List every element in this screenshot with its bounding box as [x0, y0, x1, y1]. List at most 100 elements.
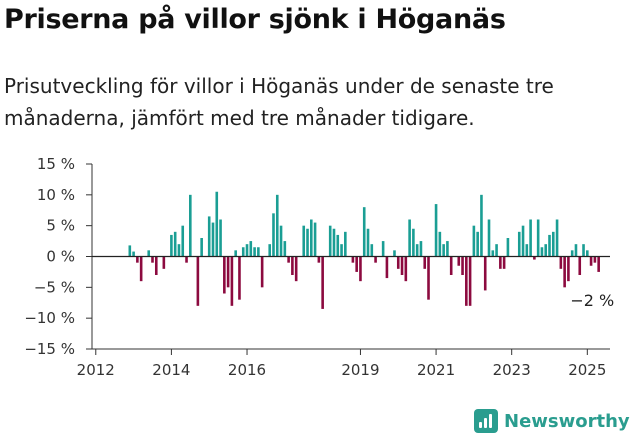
bar — [525, 244, 529, 257]
bar — [517, 231, 521, 257]
bar — [555, 219, 559, 257]
last-value-annotation: −2 % — [570, 291, 614, 310]
y-tick-label: −5 % — [34, 278, 75, 296]
bar — [476, 231, 479, 257]
bar — [465, 256, 468, 306]
y-tick-label: 10 % — [37, 186, 75, 204]
bar — [400, 256, 404, 275]
bar — [499, 256, 502, 269]
bar — [200, 238, 203, 257]
y-tick-label: 15 % — [37, 155, 75, 173]
x-tick-label: 2012 — [77, 361, 115, 379]
bar — [408, 219, 411, 257]
bar — [291, 256, 294, 275]
x-tick-label: 2014 — [152, 361, 190, 379]
bar — [396, 256, 400, 269]
bar — [177, 244, 181, 257]
bar — [332, 228, 336, 257]
bar — [128, 245, 132, 257]
bar — [419, 241, 423, 257]
bar — [223, 256, 226, 294]
bar — [219, 219, 222, 257]
bar — [393, 250, 396, 257]
bar — [215, 191, 219, 257]
bar — [529, 219, 532, 257]
x-tick-label: 2025 — [568, 361, 606, 379]
bar — [586, 250, 589, 257]
bar — [294, 256, 298, 282]
bar — [275, 194, 279, 257]
bar — [344, 231, 347, 257]
bar — [404, 256, 408, 282]
bar — [268, 244, 272, 257]
x-tick-label: 2023 — [493, 361, 531, 379]
bar — [196, 256, 200, 306]
bar — [139, 256, 143, 282]
bar — [287, 256, 290, 263]
bar — [366, 228, 370, 257]
bar — [563, 256, 566, 288]
bar — [457, 256, 461, 266]
y-tick-label: −10 % — [24, 309, 75, 327]
bar — [313, 222, 317, 257]
bar-chart-icon — [474, 409, 498, 433]
bar — [593, 256, 597, 263]
bar — [257, 247, 260, 257]
bar — [540, 247, 544, 257]
bar — [551, 231, 555, 257]
bar — [483, 256, 487, 291]
x-tick-label: 2016 — [228, 361, 266, 379]
bar — [230, 256, 234, 306]
x-tick-label: 2021 — [417, 361, 455, 379]
bar — [260, 256, 264, 288]
bar — [185, 256, 188, 263]
newsworthy-logo: Newsworthy — [474, 406, 630, 436]
bar — [502, 256, 506, 269]
bar — [181, 225, 185, 257]
bar — [567, 256, 570, 282]
bar — [241, 247, 245, 257]
bar — [306, 228, 309, 257]
chart-subtitle: Prisutveckling för villor i Höganäs unde… — [4, 74, 554, 130]
bar — [415, 244, 419, 257]
bar — [336, 234, 340, 257]
y-tick-label: 0 % — [46, 248, 75, 266]
bar — [283, 241, 287, 257]
bar — [362, 207, 366, 257]
bar — [321, 256, 324, 309]
bar — [480, 194, 483, 257]
bar — [359, 256, 362, 282]
bar — [597, 256, 600, 272]
bar — [151, 256, 154, 263]
bar — [578, 256, 582, 275]
bar — [536, 219, 540, 257]
brand-name: Newsworthy — [504, 410, 630, 432]
bar — [487, 219, 491, 257]
bar — [147, 250, 151, 257]
bar — [272, 213, 275, 257]
bar — [491, 250, 495, 257]
bar — [355, 256, 358, 272]
bar — [249, 241, 253, 257]
page-title: Priserna på villor sjönk i Höganäs — [4, 4, 506, 35]
bar — [495, 244, 498, 257]
bar — [412, 228, 415, 257]
bar — [544, 244, 548, 257]
bar — [170, 234, 173, 257]
bar — [559, 256, 563, 269]
bar — [245, 244, 249, 257]
y-axis: 15 % 10 % 5 % 0 % −5 % −10 % −15 % — [24, 155, 93, 358]
bar — [317, 256, 321, 263]
bar — [374, 256, 377, 263]
bar — [472, 225, 476, 257]
bar — [589, 256, 593, 266]
x-tick-label: 2019 — [341, 361, 379, 379]
bar — [154, 256, 158, 275]
bar — [521, 225, 525, 257]
bar — [548, 234, 551, 257]
bar — [582, 244, 585, 257]
bar — [162, 256, 166, 269]
bar — [423, 256, 427, 269]
bar — [381, 241, 385, 257]
bar — [434, 204, 438, 257]
